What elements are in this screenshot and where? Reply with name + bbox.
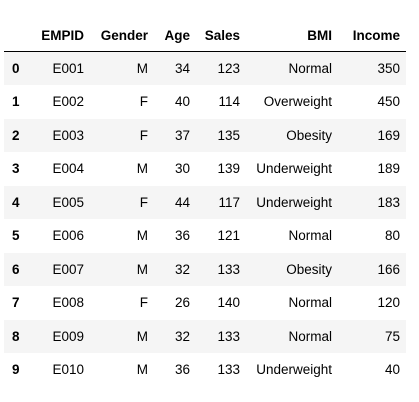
cell-age: 32 [174,328,190,344]
cell-bmi: Obesity [286,127,332,143]
cell-income: 40 [384,362,400,378]
cell-income: 450 [377,94,400,110]
cell-empid: E004 [52,161,84,177]
row-index: 5 [12,228,20,244]
cell-income: 189 [377,161,400,177]
cell-age: 36 [174,228,190,244]
table-row: 6 E007 M 32 133 Obesity 166 [4,252,406,286]
cell-empid: E005 [52,194,84,210]
cell-bmi: Underweight [256,194,332,210]
cell-bmi: Normal [288,228,332,244]
cell-bmi: Overweight [263,94,332,110]
column-header-income: Income [338,19,406,52]
cell-gender: F [139,194,148,210]
dataframe-output: EMPID Gender Age Sales BMI Income 0 E001 M 34 123… [4,19,406,387]
cell-gender: M [136,362,148,378]
column-header-empid: EMPID [28,19,90,52]
cell-empid: E008 [52,295,84,311]
index-column-header [4,19,28,52]
cell-empid: E002 [52,94,84,110]
cell-income: 183 [377,194,400,210]
cell-gender: M [136,61,148,76]
cell-empid: E010 [52,362,84,378]
cell-bmi: Underweight [256,161,332,177]
cell-income: 350 [377,61,400,76]
table-body: 0 E001 M 34 123 Normal 350 1 E002 F 40 114 Overweigh… [4,51,406,387]
row-index: 1 [12,94,20,110]
table-row: 8 E009 M 32 133 Normal 75 [4,319,406,353]
cell-bmi: Underweight [256,362,332,378]
cell-age: 32 [174,261,190,277]
cell-age: 34 [174,61,190,76]
table-header: EMPID Gender Age Sales BMI Income [4,19,406,52]
table-row: 0 E001 M 34 123 Normal 350 [4,51,406,85]
cell-sales: 139 [217,161,240,177]
cell-age: 40 [174,94,190,110]
cell-sales: 121 [217,228,240,244]
cell-income: 169 [377,127,400,143]
cell-empid: E007 [52,261,84,277]
cell-income: 75 [384,328,400,344]
cell-empid: E001 [52,61,84,76]
row-index: 4 [12,194,20,210]
cell-age: 36 [174,362,190,378]
table-row: 5 E006 M 36 121 Normal 80 [4,219,406,253]
cell-sales: 123 [217,61,240,76]
column-header-age: Age [154,19,196,52]
cell-gender: F [139,94,148,110]
table-row: 2 E003 F 37 135 Obesity 169 [4,118,406,152]
cell-income: 120 [377,295,400,311]
cell-bmi: Normal [288,328,332,344]
cell-age: 44 [174,194,190,210]
cell-sales: 135 [217,127,240,143]
cell-sales: 133 [217,261,240,277]
cell-income: 80 [384,228,400,244]
cell-gender: M [136,161,148,177]
cell-income: 166 [377,261,400,277]
cell-empid: E009 [52,328,84,344]
row-index: 9 [12,362,20,378]
cell-sales: 133 [217,328,240,344]
cell-age: 30 [174,161,190,177]
column-header-bmi: BMI [246,19,338,52]
cell-sales: 117 [218,194,240,210]
cell-empid: E006 [52,228,84,244]
cell-sales: 140 [217,295,240,311]
cell-gender: M [136,261,148,277]
cell-gender: M [136,328,148,344]
row-index: 8 [12,328,20,344]
cell-bmi: Normal [288,295,332,311]
column-header-gender: Gender [90,19,154,52]
table-row: 4 E005 F 44 117 Underweight 183 [4,185,406,219]
column-header-sales: Sales [196,19,246,52]
row-index: 7 [12,295,20,311]
table-row: 9 E010 M 36 133 Underweight 40 [4,353,406,387]
cell-bmi: Normal [288,61,332,76]
table-row: 1 E002 F 40 114 Overweight 450 [4,85,406,119]
row-index: 0 [12,61,20,76]
cell-age: 26 [174,295,190,311]
header-row: EMPID Gender Age Sales BMI Income [4,19,406,52]
cell-age: 37 [174,127,190,143]
row-index: 6 [12,261,20,277]
cell-gender: M [136,228,148,244]
cell-sales: 133 [217,362,240,378]
cell-sales: 114 [218,94,240,110]
dataframe-table: EMPID Gender Age Sales BMI Income 0 E001 M 34 123… [4,19,406,387]
cell-bmi: Obesity [286,261,332,277]
table-row: 7 E008 F 26 140 Normal 120 [4,286,406,320]
cell-gender: F [139,127,148,143]
row-index: 3 [12,161,20,177]
cell-empid: E003 [52,127,84,143]
cell-gender: F [139,295,148,311]
table-row: 3 E004 M 30 139 Underweight 189 [4,152,406,186]
row-index: 2 [12,127,20,143]
